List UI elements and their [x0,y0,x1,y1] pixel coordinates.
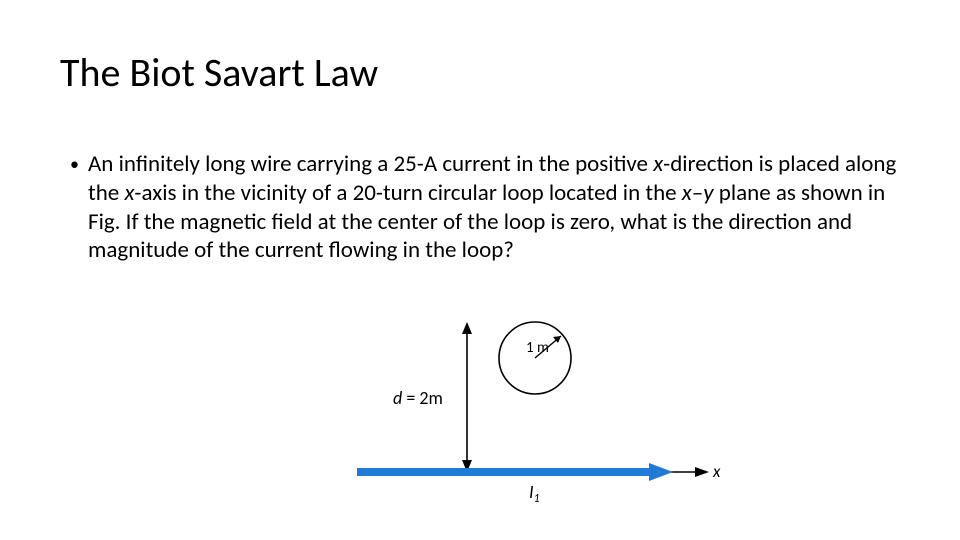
bullet-dot: • [70,150,88,265]
problem-statement: • An infinitely long wire carrying a 25-… [70,150,900,265]
x-axis-label: x [712,461,721,482]
current-label: I1 [529,481,540,506]
bullet-text: An infinitely long wire carrying a 25-A … [88,150,900,265]
page-title: The Biot Savart Law [60,48,378,97]
radius-label: 1 m [526,339,549,357]
dimension-arrow-top [462,322,472,334]
distance-label: d = 2m [393,387,443,409]
wire-arrowhead [649,463,673,481]
figure-diagram: 1 m d = 2m x I1 [265,312,725,512]
x-axis-arrowhead [695,467,709,477]
